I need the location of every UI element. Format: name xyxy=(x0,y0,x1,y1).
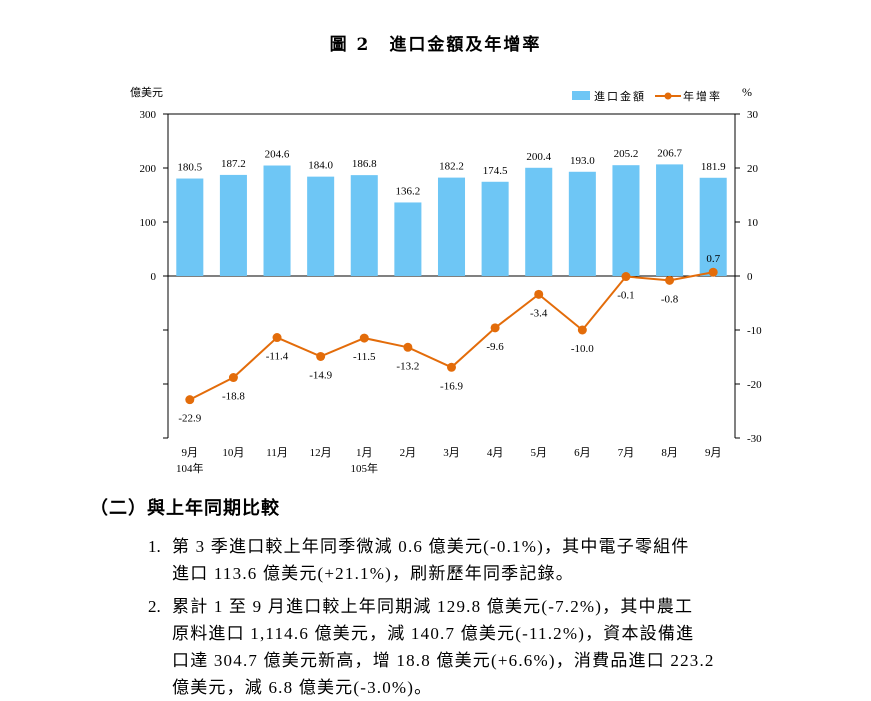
right-tick-label: -20 xyxy=(747,379,762,391)
bar-value-label: 186.8 xyxy=(352,158,377,170)
growth-rate-label: -16.9 xyxy=(440,380,463,392)
bar-value-label: 204.6 xyxy=(265,149,290,161)
paragraph-number: 1. xyxy=(148,537,161,556)
x-tick-label: 2月 xyxy=(400,447,417,459)
growth-rate-label: -10.0 xyxy=(571,343,594,355)
bar xyxy=(612,165,640,276)
legend-label-line: 年增率 xyxy=(683,89,722,103)
growth-rate-point xyxy=(621,272,631,282)
bar-value-label: 184.0 xyxy=(308,160,333,172)
growth-rate-point xyxy=(447,362,456,372)
x-tick-label: 10月 xyxy=(222,447,244,459)
x-tick-label: 9月 xyxy=(705,447,722,459)
x-tick-label: 6月 xyxy=(574,447,591,459)
growth-rate-point xyxy=(272,333,282,343)
growth-rate-label: -0.8 xyxy=(661,293,679,305)
bar-value-label: 206.7 xyxy=(657,147,682,159)
x-year-label: 104年 xyxy=(176,461,204,475)
growth-rate-label: -0.1 xyxy=(617,290,634,302)
bar-value-label: 181.9 xyxy=(701,161,726,173)
chart-title: 圖 2 進口金額及年增率 xyxy=(329,35,542,55)
growth-rate-point xyxy=(577,325,587,335)
growth-rate-point xyxy=(185,395,195,405)
bar xyxy=(350,175,378,276)
bar-value-label: 187.2 xyxy=(221,158,246,170)
bar-value-label: 200.4 xyxy=(526,151,551,163)
growth-rate-label: -11.5 xyxy=(353,351,376,363)
x-tick-label: 5月 xyxy=(530,447,547,459)
bar-value-label: 182.2 xyxy=(439,161,464,173)
x-year-label: 105年 xyxy=(351,461,379,475)
growth-rate-label: -22.9 xyxy=(178,413,201,425)
legend-label-bar: 進口金額 xyxy=(594,89,646,103)
growth-rate-label: -11.4 xyxy=(266,351,289,363)
paragraph-number: 2. xyxy=(148,597,161,616)
left-tick-label: 0 xyxy=(151,271,157,283)
bar xyxy=(307,176,335,276)
right-tick-label: -10 xyxy=(747,325,762,337)
right-tick-label: 20 xyxy=(747,163,759,175)
x-tick-label: 4月 xyxy=(487,447,504,459)
right-tick-label: 10 xyxy=(747,217,759,229)
paragraph-2: 2. 累計 1 至 9 月進口較上年同期減 129.8 億美元(-7.2%)，其… xyxy=(148,593,788,701)
x-tick-label: 7月 xyxy=(618,447,635,459)
paragraph-line: 進口 113.6 億美元(+21.1%)，刷新歷年同季記錄。 xyxy=(172,564,574,583)
section-heading: （二）與上年同期比較 xyxy=(90,498,280,519)
paragraph-line: 口達 304.7 億美元新高，增 18.8 億美元(+6.6%)，消費品進口 2… xyxy=(172,651,715,670)
bar-value-label: 180.5 xyxy=(177,162,202,174)
bar xyxy=(656,164,684,276)
legend-swatch-marker xyxy=(664,92,672,100)
growth-rate-point xyxy=(534,289,544,299)
x-tick-label: 11月 xyxy=(266,447,288,459)
growth-rate-point xyxy=(316,351,326,361)
paragraph-1: 1. 第 3 季進口較上年同季微減 0.6 億美元(-0.1%)，其中電子零組件… xyxy=(148,533,788,587)
right-tick-label: 0 xyxy=(747,271,753,283)
left-tick-label: 200 xyxy=(140,163,157,175)
growth-rate-point xyxy=(665,275,675,285)
left-tick-label: 100 xyxy=(140,217,157,229)
left-axis-title: 億美元 xyxy=(130,86,163,99)
bar-value-label: 193.0 xyxy=(570,155,595,167)
growth-rate-label: -18.8 xyxy=(222,391,245,403)
paragraph-line: 億美元，減 6.8 億美元(-3.0%)。 xyxy=(172,678,433,697)
x-tick-label: 8月 xyxy=(661,447,678,459)
bar xyxy=(481,181,509,276)
growth-rate-point xyxy=(490,323,500,333)
bar xyxy=(263,165,291,276)
growth-rate-label: -13.2 xyxy=(396,360,419,372)
bar xyxy=(437,177,466,276)
paragraph-line: 原料進口 1,114.6 億美元，減 140.7 億美元(-11.2%)，資本設… xyxy=(172,624,695,643)
bar-value-label: 136.2 xyxy=(396,185,421,197)
paragraph-line: 第 3 季進口較上年同季微減 0.6 億美元(-0.1%)，其中電子零組件 xyxy=(172,537,690,556)
right-axis-title: % xyxy=(742,85,752,99)
growth-rate-label: -3.4 xyxy=(530,307,548,319)
growth-rate-point xyxy=(403,342,413,352)
legend-swatch-bar xyxy=(572,91,590,100)
right-tick-label: -30 xyxy=(747,433,762,445)
left-tick-label: 300 xyxy=(140,109,157,121)
x-tick-label: 1月 xyxy=(356,447,373,459)
x-tick-label: 3月 xyxy=(443,447,460,459)
growth-rate-point xyxy=(359,333,369,343)
bar xyxy=(394,202,422,276)
bar xyxy=(219,174,247,276)
x-tick-label: 9月 xyxy=(182,447,199,459)
growth-rate-label: -14.9 xyxy=(309,369,332,381)
growth-rate-label: 0.7 xyxy=(706,253,720,265)
paragraph-line: 累計 1 至 9 月進口較上年同期減 129.8 億美元(-7.2%)，其中農工 xyxy=(172,597,694,616)
bar xyxy=(699,177,727,276)
bar xyxy=(176,178,204,276)
bar xyxy=(568,171,596,276)
growth-rate-label: -9.6 xyxy=(486,341,504,353)
bar xyxy=(525,167,553,276)
bar-value-label: 174.5 xyxy=(483,165,508,177)
x-tick-label: 12月 xyxy=(310,447,332,459)
growth-rate-point xyxy=(708,267,718,277)
bar-value-label: 205.2 xyxy=(614,148,639,160)
right-tick-label: 30 xyxy=(747,109,759,121)
growth-rate-point xyxy=(228,373,238,383)
